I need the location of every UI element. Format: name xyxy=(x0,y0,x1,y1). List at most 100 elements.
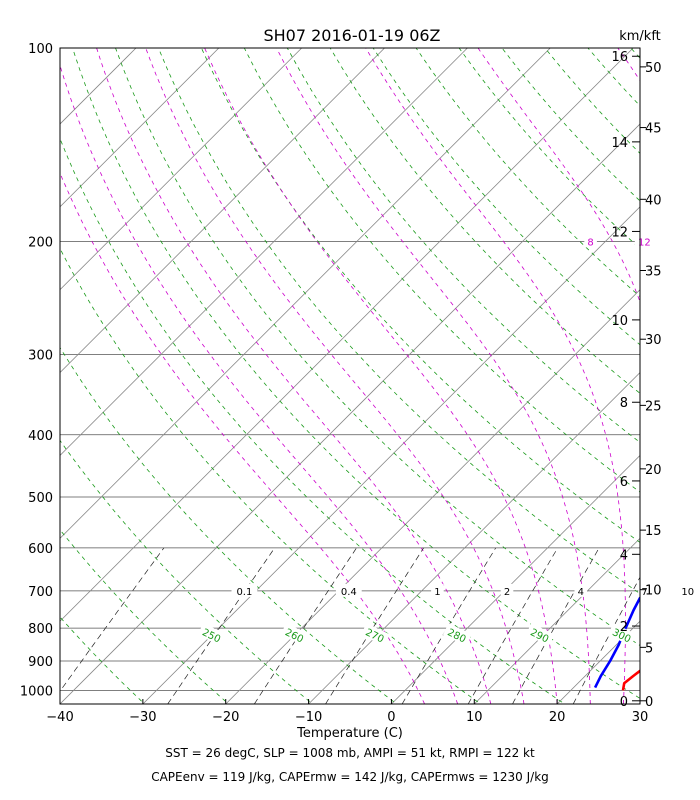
moist-adiabat-line xyxy=(60,64,459,704)
km-tick-label: 6 xyxy=(620,475,628,490)
isotherm-line xyxy=(0,48,53,704)
y-tick-label: 300 xyxy=(28,348,53,363)
dry-adiabat-line xyxy=(243,48,640,493)
moist-adiabat-line xyxy=(60,172,425,704)
moist-adiabat-label: 16 xyxy=(696,234,700,248)
isotherm-line xyxy=(474,537,640,704)
moist-adiabat-line xyxy=(617,48,640,82)
mixing-ratio-label: 4 xyxy=(574,583,588,598)
dry-adiabat-label: 290 xyxy=(525,623,555,647)
isotherm-line xyxy=(60,48,137,125)
y-tick-label: 400 xyxy=(28,429,53,444)
dry-adiabat-line xyxy=(72,48,640,699)
dry-adiabat-line xyxy=(372,48,640,346)
isotherm-line xyxy=(60,48,220,208)
x-tick-label: −10 xyxy=(295,710,322,725)
dry-adiabat-line xyxy=(587,48,640,107)
dry-adiabat-line xyxy=(201,48,640,543)
mixing-ratio-label: 7 xyxy=(638,583,651,598)
moist-adiabat-line xyxy=(145,48,525,704)
kft-tick-label: 40 xyxy=(645,193,662,208)
mixing-ratio-label: 0.4 xyxy=(335,583,362,598)
mixing-ratio-line xyxy=(512,547,600,704)
moist-adiabat-line xyxy=(204,48,558,704)
x-tick-label: −30 xyxy=(129,710,156,725)
axes: −40 −30 −20 −10 0 10 20 30100200300400500600700… xyxy=(20,42,662,725)
kft-tick-label: 35 xyxy=(645,264,662,279)
dry-adiabat-line xyxy=(458,48,640,250)
isotherm-line xyxy=(308,372,640,704)
mixing-ratio-line xyxy=(325,547,424,704)
mixing-ratio-label: 10 xyxy=(678,583,698,598)
isotherm-line xyxy=(60,48,302,291)
right-axis-label: km/kft xyxy=(619,29,661,44)
km-tick-label: 10 xyxy=(611,314,628,329)
mixing-ratio-line xyxy=(167,547,275,704)
isotherm-line xyxy=(60,48,551,539)
y-tick-label: 200 xyxy=(28,235,53,250)
x-tick-label: 20 xyxy=(549,710,566,725)
kft-tick-label: 45 xyxy=(645,122,662,137)
y-tick-label: 800 xyxy=(28,622,53,637)
km-tick-label: 2 xyxy=(620,620,628,635)
x-tick-label: −40 xyxy=(46,710,73,725)
moist-adiabat-line xyxy=(477,48,640,303)
y-tick-label: 700 xyxy=(28,585,53,600)
mixing-ratio-line xyxy=(467,547,559,704)
dry-adiabat-line xyxy=(60,529,230,704)
svg-text:10: 10 xyxy=(681,587,694,598)
kft-tick-label: 25 xyxy=(645,399,662,414)
kft-tick-label: 30 xyxy=(645,333,662,348)
x-axis-title: Temperature (C) xyxy=(296,726,403,741)
kft-tick-label: 50 xyxy=(645,61,662,76)
svg-text:0.1: 0.1 xyxy=(236,587,252,598)
km-tick-label: 12 xyxy=(611,225,628,240)
plot-frame xyxy=(59,47,641,705)
km-tick-label: 8 xyxy=(620,396,628,411)
isotherm-line xyxy=(639,703,640,704)
moist-adiabat-line xyxy=(276,48,591,704)
svg-text:7: 7 xyxy=(641,587,647,598)
mixing-ratio-line xyxy=(254,547,357,704)
svg-text:0.4: 0.4 xyxy=(341,587,357,598)
dry-adiabat-line xyxy=(60,616,146,704)
svg-text:1: 1 xyxy=(434,587,440,598)
mixing-ratio-label: 2 xyxy=(500,583,514,598)
x-tick-label: −20 xyxy=(212,710,239,725)
x-tick-label: 0 xyxy=(387,710,395,725)
y-tick-label: 600 xyxy=(28,542,53,557)
x-tick-label: 10 xyxy=(466,710,483,725)
svg-text:2: 2 xyxy=(504,587,510,598)
dewpoint-profile-line xyxy=(593,595,640,689)
mixing-ratio-label: 1 xyxy=(431,583,444,598)
dry-adiabat-line xyxy=(60,247,482,704)
kft-tick-label: 20 xyxy=(645,463,662,478)
km-tick-label: 14 xyxy=(611,136,628,151)
sounding-lines xyxy=(593,595,640,691)
footer-line-2: CAPEenv = 119 J/kg, CAPErmw = 142 J/kg, … xyxy=(151,770,549,784)
isotherm-line xyxy=(60,48,634,622)
isotherm-line xyxy=(556,620,640,704)
dry-adiabat-line xyxy=(501,48,640,202)
mixing-ratio-line xyxy=(60,547,165,692)
kft-tick-label: 5 xyxy=(645,641,653,656)
chart-title: SH07 2016-01-19 06Z xyxy=(263,26,440,45)
y-tick-label: 100 xyxy=(28,42,53,57)
dry-adiabat-line xyxy=(630,48,640,59)
dry-adiabat-line xyxy=(115,48,640,646)
kft-tick-label: 0 xyxy=(645,695,653,710)
footer-line-1: SST = 26 degC, SLP = 1008 mb, AMPI = 51 … xyxy=(165,746,535,760)
kft-tick-label: 15 xyxy=(645,524,662,539)
dry-adiabat-label: 250 xyxy=(197,623,227,647)
moist-adiabat-label: 8 xyxy=(584,234,597,248)
moist-adiabat-label: 12 xyxy=(634,234,654,248)
svg-text:8: 8 xyxy=(587,237,593,248)
moist-adiabat-line xyxy=(365,48,626,704)
kft-tick-label: 10 xyxy=(645,584,662,599)
km-tick-label: 16 xyxy=(611,50,628,65)
y-tick-label: 500 xyxy=(28,491,53,506)
x-tick-label: 30 xyxy=(632,710,649,725)
dry-adiabat-line xyxy=(60,137,566,704)
dry-adiabat-line xyxy=(674,48,700,707)
